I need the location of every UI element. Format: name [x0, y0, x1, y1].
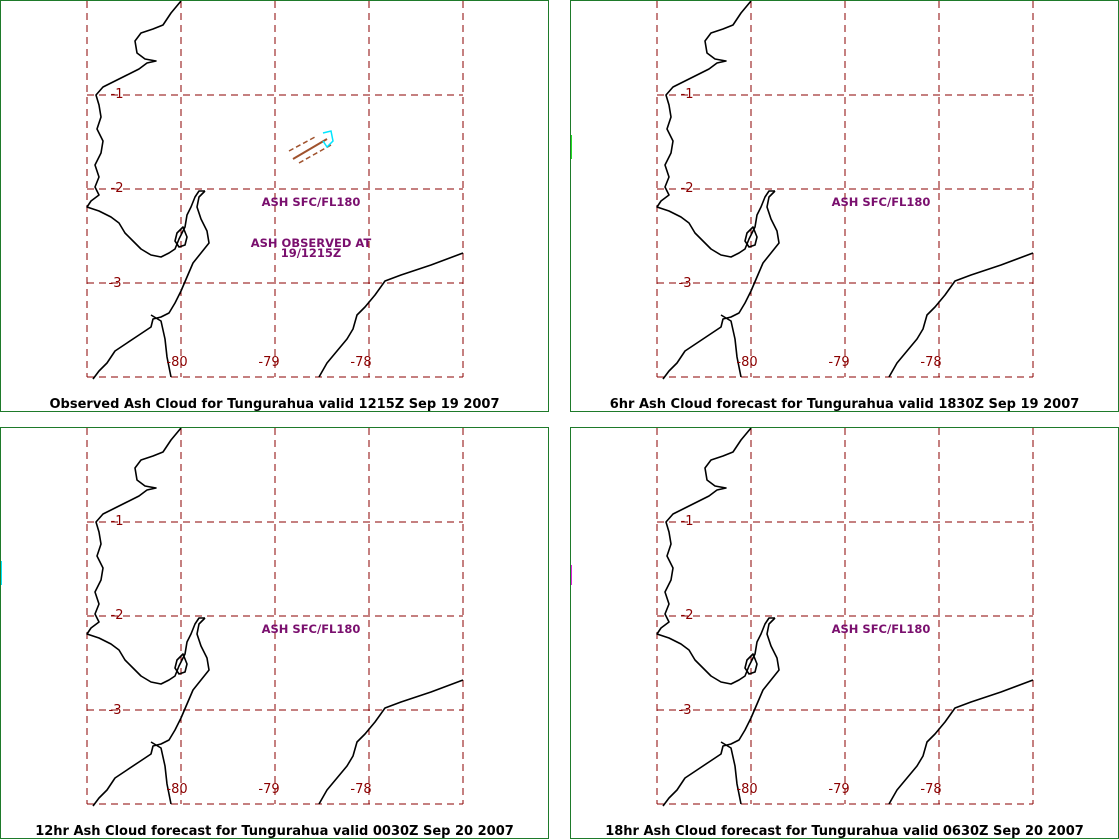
lon-tick-label: -78: [920, 782, 941, 797]
lat-tick-label: -3: [109, 276, 122, 291]
lon-tick-label: -79: [828, 782, 849, 797]
map-panel-12hr: -1 -2 -3 -80 -79 -78 ASH SFC/FL180 12hr Ash C…: [0, 427, 549, 839]
ash-annotation: 19/1215Z: [281, 246, 342, 260]
panel-caption: 12hr Ash Cloud forecast for Tungurahua v…: [35, 824, 514, 839]
map-canvas: -1 -2 -3 -80 -79 -78 ASH SFC/FL180: [571, 1, 1034, 380]
coastline-segment: [888, 679, 1034, 805]
ash-annotation: ASH SFC/FL180: [262, 195, 361, 209]
lon-tick-label: -79: [258, 355, 279, 370]
lat-tick-label: -1: [111, 514, 124, 529]
lon-tick-label: -78: [350, 782, 371, 797]
lon-tick-label: -80: [736, 782, 757, 797]
coastline-segment: [744, 226, 758, 248]
coastline-segment: [720, 741, 742, 805]
map-panel-observed: -1 -2 -3 -80 -79 -78 ASH SFC/FL180 ASH OBSERVE…: [0, 0, 549, 412]
panel-caption: 6hr Ash Cloud forecast for Tungurahua va…: [609, 397, 1080, 412]
ash-cloud: [288, 130, 334, 164]
lat-tick-label: -2: [111, 608, 124, 623]
coastline-segment: [744, 653, 758, 675]
coastline-segment: [92, 617, 210, 807]
lat-tick-label: -3: [109, 703, 122, 718]
map-canvas: -1 -2 -3 -80 -79 -78 ASH SFC/FL180: [571, 428, 1034, 807]
ash-streak: [288, 136, 316, 152]
lon-tick-label: -79: [258, 782, 279, 797]
tick-labels: -1 -2 -3 -80 -79 -78: [679, 514, 942, 797]
ash-annotation: ASH SFC/FL180: [832, 195, 931, 209]
lat-lon-grid: [86, 1, 464, 378]
ash-source-outline: [322, 130, 334, 149]
coastline: [656, 1, 1034, 380]
coastline-segment: [174, 226, 188, 248]
lat-tick-label: -3: [679, 276, 692, 291]
panel-caption: 18hr Ash Cloud forecast for Tungurahua v…: [605, 824, 1084, 839]
coastline-segment: [720, 314, 742, 378]
ash-annotation: ASH OBSERVED AT: [251, 236, 372, 250]
coastline-segment: [86, 1, 205, 258]
tick-labels: -1 -2 -3 -80 -79 -78: [109, 514, 372, 797]
lat-tick-label: -3: [679, 703, 692, 718]
map-panel-18hr: -1 -2 -3 -80 -79 -78 ASH SFC/FL180 18hr Ash C…: [570, 427, 1119, 839]
coastline-segment: [92, 190, 210, 380]
panel-caption: Observed Ash Cloud for Tungurahua valid …: [49, 397, 500, 412]
lon-tick-label: -80: [736, 355, 757, 370]
lat-tick-label: -1: [681, 514, 694, 529]
coastline-segment: [662, 617, 780, 807]
annotations: ASH SFC/FL180: [832, 622, 931, 636]
coastline-segment: [174, 653, 188, 675]
coastline-segment: [662, 190, 780, 380]
lon-tick-label: -79: [828, 355, 849, 370]
lat-lon-grid: [656, 428, 1034, 805]
map-panel-6hr: -1 -2 -3 -80 -79 -78 ASH SFC/FL180 6hr Ash Cl…: [570, 0, 1119, 412]
coastline-segment: [86, 428, 205, 685]
map-canvas: -1 -2 -3 -80 -79 -78 ASH SFC/FL180: [1, 428, 464, 807]
coastline: [86, 428, 464, 807]
ash-streak: [292, 138, 328, 160]
lon-tick-label: -78: [920, 355, 941, 370]
ash-streak: [298, 144, 332, 164]
coastline-segment: [318, 679, 464, 805]
coastline: [86, 1, 464, 380]
lon-tick-label: -80: [166, 355, 187, 370]
annotations: ASH SFC/FL180: [262, 622, 361, 636]
coastline-segment: [150, 314, 172, 378]
lat-tick-label: -1: [681, 87, 694, 102]
tick-labels: -1 -2 -3 -80 -79 -78: [109, 87, 372, 370]
lat-lon-grid: [656, 1, 1034, 378]
lat-tick-label: -2: [111, 181, 124, 196]
coastline: [656, 428, 1034, 807]
lat-lon-grid: [86, 428, 464, 805]
lat-tick-label: -2: [681, 181, 694, 196]
annotations: ASH SFC/FL180: [832, 195, 931, 209]
ash-annotation: ASH SFC/FL180: [832, 622, 931, 636]
lon-tick-label: -80: [166, 782, 187, 797]
tick-labels: -1 -2 -3 -80 -79 -78: [679, 87, 942, 370]
lat-tick-label: -1: [111, 87, 124, 102]
coastline-segment: [318, 252, 464, 378]
coastline-segment: [656, 1, 775, 258]
lon-tick-label: -78: [350, 355, 371, 370]
lat-tick-label: -2: [681, 608, 694, 623]
map-canvas: -1 -2 -3 -80 -79 -78 ASH SFC/FL180 ASH OBSERVE…: [86, 1, 464, 380]
ash-annotation: ASH SFC/FL180: [262, 622, 361, 636]
coastline-segment: [888, 252, 1034, 378]
coastline-segment: [150, 741, 172, 805]
coastline-segment: [656, 428, 775, 685]
